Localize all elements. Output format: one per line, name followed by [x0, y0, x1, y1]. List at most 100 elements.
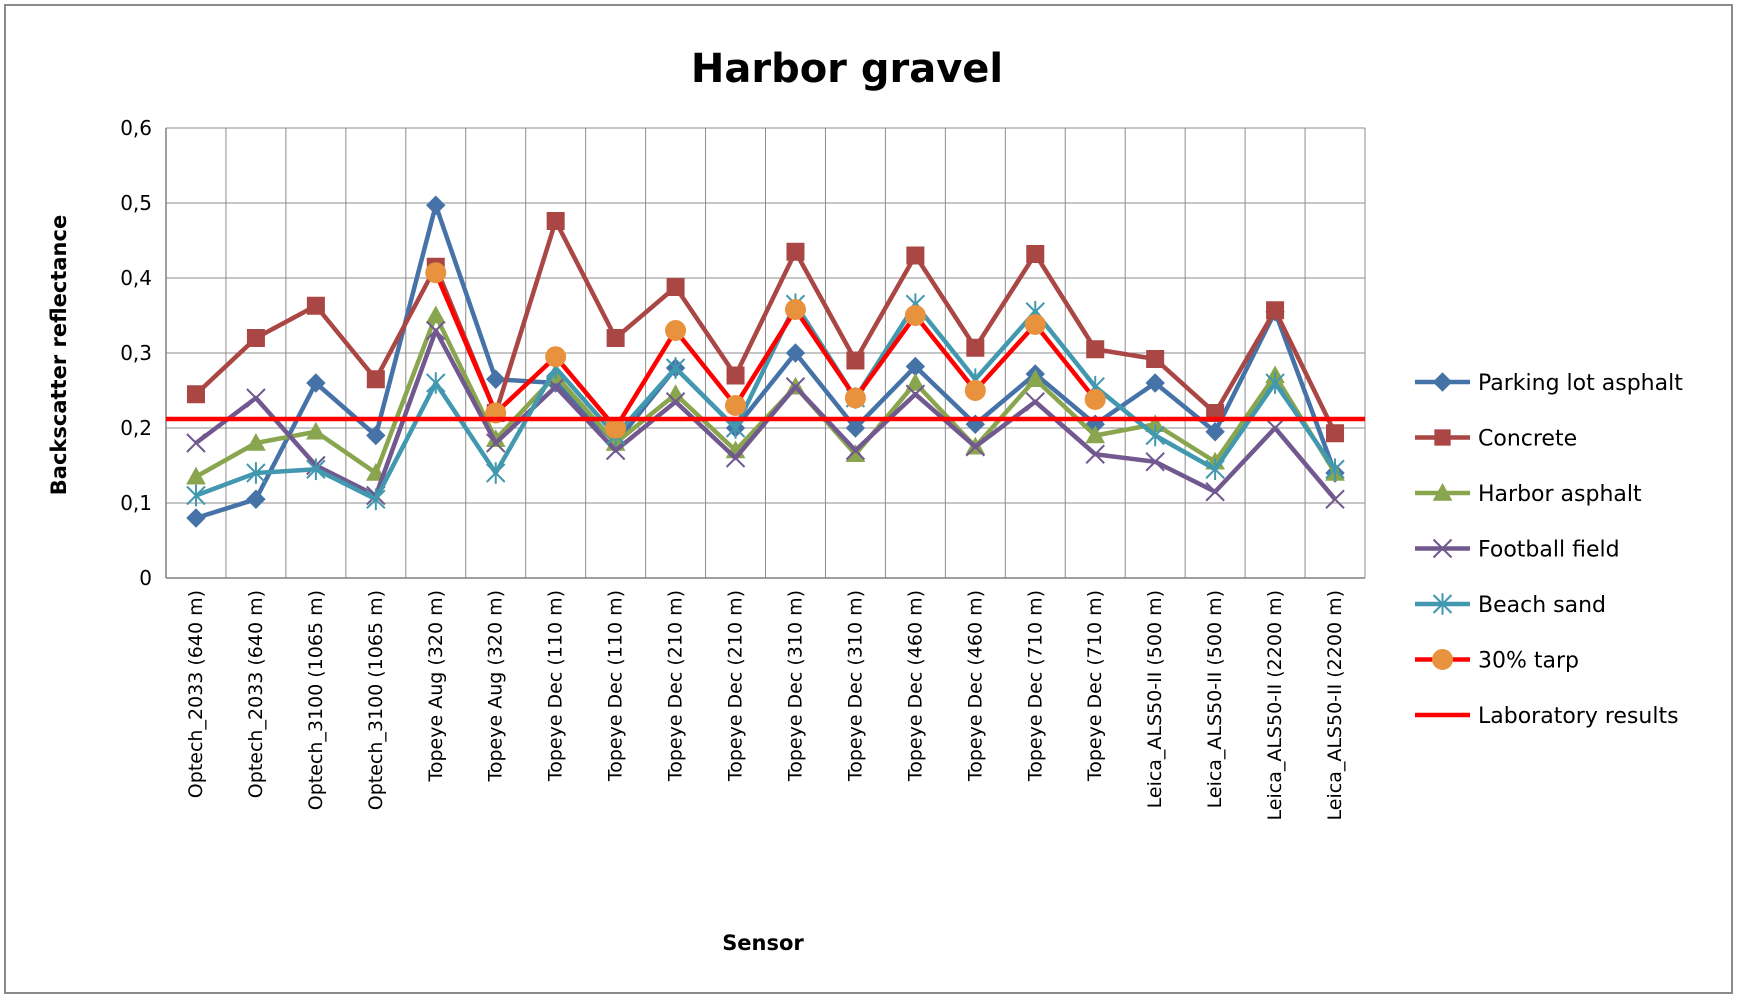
data-point	[425, 305, 446, 324]
data-point	[666, 278, 685, 296]
data-point	[186, 385, 205, 404]
data-point	[186, 433, 206, 453]
x-tick-label: Topeye Aug (320 m)	[425, 590, 447, 783]
legend-label: Harbor asphalt	[1478, 482, 1642, 507]
y-tick-label: 0	[139, 566, 152, 590]
data-point	[1266, 301, 1285, 320]
data-point	[1265, 372, 1285, 394]
marker-stroke	[845, 440, 866, 461]
x-tick-label: Topeye Dec (210 m)	[725, 590, 747, 782]
marker-stroke	[1325, 489, 1345, 509]
legend-label: Parking lot asphalt	[1478, 371, 1683, 396]
data-point	[1432, 482, 1453, 501]
data-point	[1325, 458, 1345, 481]
series-beach-sand	[186, 293, 1345, 511]
data-point	[186, 484, 206, 507]
marker-stroke	[186, 433, 206, 453]
marker-stroke	[785, 377, 806, 397]
data-point	[785, 377, 806, 397]
data-point	[846, 351, 865, 370]
data-point	[486, 369, 506, 389]
y-tick-label: 0,2	[120, 416, 152, 440]
data-point	[1086, 340, 1105, 359]
data-point	[1146, 350, 1165, 368]
data-point	[606, 329, 625, 347]
x-axis-label: Sensor	[722, 931, 804, 955]
marker-stroke	[246, 388, 266, 408]
data-point	[366, 425, 386, 446]
data-point	[905, 372, 926, 391]
x-tick-label: Topeye Aug (320 m)	[485, 590, 507, 783]
data-point	[784, 299, 806, 320]
series-line	[195, 302, 1337, 502]
data-point	[1085, 444, 1105, 464]
x-tick-label: Topeye Dec (710 m)	[1024, 590, 1046, 782]
legend-item: Beach sand	[1415, 593, 1606, 618]
x-tick-label: Optech_3100 (1065 m)	[365, 590, 387, 810]
legend-item: Laboratory results	[1415, 704, 1679, 729]
data-point	[306, 296, 325, 315]
data-point	[1084, 389, 1106, 410]
x-tick-labels: Optech_2033 (640 m) Optech_2033 (640 m) Op…	[185, 590, 1346, 820]
data-point	[306, 373, 326, 393]
series-line	[194, 218, 1338, 435]
y-tick-label: 0,3	[120, 341, 152, 365]
data-point	[246, 388, 266, 408]
legend-item: 30% tarp	[1415, 649, 1579, 674]
marker-stroke	[1205, 482, 1225, 502]
y-tick-label: 0,1	[120, 491, 152, 515]
marker-stroke	[1432, 538, 1453, 559]
data-point	[186, 508, 206, 528]
data-point	[965, 437, 986, 457]
data-point	[1432, 372, 1453, 392]
marker-stroke	[905, 384, 926, 404]
data-point	[246, 462, 266, 484]
y-tick-labels: 0 0,1 0,2 0,3 0,4 0,5 0,6	[120, 116, 152, 590]
marker-stroke	[545, 377, 566, 397]
data-point	[1432, 593, 1453, 615]
x-tick-label: Leica_ALS50-II (500 m)	[1144, 590, 1166, 808]
marker-stroke	[1025, 392, 1045, 412]
data-point	[545, 346, 567, 368]
data-point	[844, 387, 866, 409]
data-point	[1432, 538, 1453, 559]
marker-stroke	[725, 448, 746, 468]
marker-stroke	[1265, 418, 1285, 438]
series-line	[194, 328, 1337, 501]
x-tick-label: Topeye Dec (110 m)	[605, 590, 627, 782]
data-point	[486, 433, 506, 453]
legend-label: Football field	[1478, 538, 1620, 563]
series-concrete	[186, 212, 1345, 443]
marker-stroke	[1085, 444, 1105, 464]
legend-label: Concrete	[1478, 427, 1577, 452]
y-tick-label: 0,6	[120, 116, 152, 140]
legend-item: Concrete	[1415, 427, 1577, 452]
data-point	[1085, 425, 1106, 444]
data-point	[1145, 373, 1165, 393]
legend-label: Beach sand	[1478, 593, 1606, 618]
data-point	[306, 458, 326, 481]
x-tick-label: Topeye Dec (110 m)	[545, 590, 567, 782]
data-point	[1326, 424, 1345, 443]
data-point	[1025, 369, 1046, 387]
marker-stroke	[665, 392, 686, 412]
data-point	[1432, 649, 1453, 670]
marker-stroke	[486, 433, 506, 453]
marker-stroke	[426, 320, 446, 341]
data-point	[1205, 458, 1225, 481]
data-point	[426, 195, 446, 215]
x-tick-label: Optech_2033 (640 m)	[185, 590, 207, 798]
x-tick-label: Topeye Dec (210 m)	[665, 590, 687, 782]
data-point	[546, 212, 565, 230]
data-point	[605, 440, 626, 461]
axes	[165, 128, 1365, 579]
data-point	[964, 380, 986, 401]
data-point	[246, 489, 266, 509]
gridlines	[165, 127, 1366, 579]
data-point	[1145, 452, 1165, 472]
data-point	[426, 372, 446, 394]
x-tick-label: Leica_ALS50-II (2200 m)	[1324, 590, 1346, 820]
y-tick-label: 0,4	[120, 266, 152, 290]
data-point	[1025, 392, 1045, 412]
